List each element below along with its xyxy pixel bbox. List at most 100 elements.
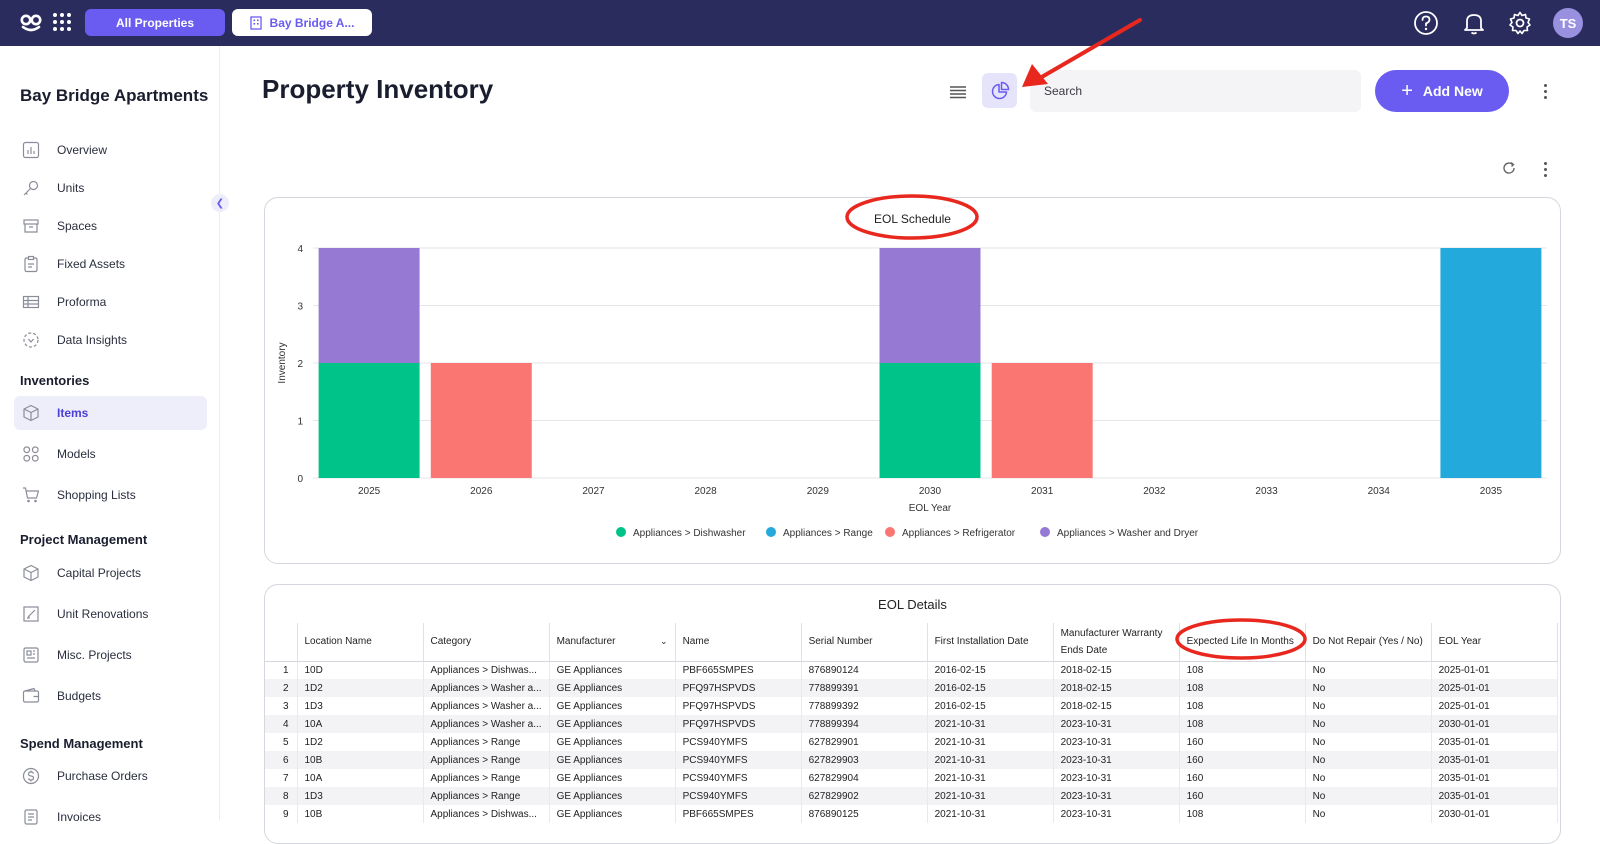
table-cell: Appliances > Range: [423, 733, 550, 751]
column-header[interactable]: First Installation Date: [927, 623, 1054, 662]
bar: [879, 363, 981, 478]
table-cell: 627829901: [801, 733, 928, 751]
column-header[interactable]: EOL Year: [1431, 623, 1558, 662]
table-row[interactable]: 7 10A Appliances > Range GE Appliances PCS94…: [265, 769, 1558, 787]
help-icon[interactable]: [1413, 10, 1439, 36]
column-header[interactable]: Do Not Repair (Yes / No): [1305, 623, 1432, 662]
company-logo-icon[interactable]: [20, 12, 42, 32]
x-tick-label: 2027: [582, 486, 605, 497]
table-cell: 2021-10-31: [927, 715, 1054, 733]
bar: [879, 248, 981, 363]
table-row[interactable]: 3 1D3 Appliances > Washer a... GE Appliance…: [265, 697, 1558, 715]
sidebar-item-shopping-lists[interactable]: Shopping Lists: [14, 478, 207, 512]
table-cell: 1D2: [297, 679, 424, 697]
chart-more-icon[interactable]: [1539, 159, 1551, 179]
page-title: Property Inventory: [262, 74, 494, 104]
sidebar-item-items[interactable]: Items: [14, 396, 207, 430]
row-index: 2: [265, 679, 298, 697]
sidebar-item-label: Unit Renovations: [57, 607, 149, 621]
sidebar-item-purchase-orders[interactable]: Purchase Orders: [14, 759, 207, 793]
table-cell: 2025-01-01: [1431, 661, 1558, 679]
page-more-icon[interactable]: [1539, 81, 1551, 101]
all-properties-tab[interactable]: All Properties: [85, 9, 225, 36]
legend-entry: Appliances > Washer and Dryer: [1057, 528, 1199, 539]
table-cell: 2021-10-31: [927, 787, 1054, 805]
cart-icon: [23, 487, 40, 503]
chart-view-button[interactable]: [982, 73, 1017, 108]
app-grid-icon[interactable]: [53, 13, 73, 33]
add-new-button[interactable]: + Add New: [1375, 70, 1509, 112]
eol-details-card: EOL Details Location Name Category Manuf…: [264, 584, 1561, 844]
sidebar-item-proforma[interactable]: Proforma: [14, 285, 207, 319]
property-name: Bay Bridge Apartments: [20, 86, 209, 105]
table-cell: 627829902: [801, 787, 928, 805]
gear-icon[interactable]: [1507, 10, 1533, 36]
table-row[interactable]: 8 1D3 Appliances > Range GE Appliances PCS94…: [265, 787, 1558, 805]
bell-icon[interactable]: [1461, 10, 1487, 36]
table-cell: PCS940YMFS: [675, 787, 802, 805]
table-cell: 108: [1179, 697, 1306, 715]
table-cell: Appliances > Washer a...: [423, 697, 550, 715]
sidebar-item-capital-projects[interactable]: Capital Projects: [14, 556, 207, 590]
sidebar-item-data-insights[interactable]: Data Insights: [14, 323, 207, 357]
table-cell: 2035-01-01: [1431, 751, 1558, 769]
user-avatar[interactable]: TS: [1553, 8, 1583, 38]
sidebar-item-misc-projects[interactable]: Misc. Projects: [14, 638, 207, 672]
search-input[interactable]: [1030, 70, 1361, 112]
sidebar-item-models[interactable]: Models: [14, 437, 207, 471]
insights-icon: [23, 332, 39, 348]
add-new-label: Add New: [1422, 83, 1483, 99]
table-cell: Appliances > Range: [423, 751, 550, 769]
column-header[interactable]: Name: [675, 623, 802, 662]
table-cell: PFQ97HSPVDS: [675, 697, 802, 715]
column-header[interactable]: Manufacturer ⌄: [549, 623, 676, 662]
list-view-icon[interactable]: [946, 80, 970, 104]
table-cell: PCS940YMFS: [675, 769, 802, 787]
x-tick-label: 2031: [1031, 486, 1054, 497]
table-cell: Appliances > Washer a...: [423, 679, 550, 697]
column-header[interactable]: Location Name: [297, 623, 424, 662]
refresh-icon[interactable]: [1501, 160, 1517, 176]
table-cell: GE Appliances: [549, 805, 676, 823]
table-cell: 2023-10-31: [1053, 715, 1180, 733]
sidebar-item-label: Misc. Projects: [57, 648, 132, 662]
sidebar-item-fixed-assets[interactable]: Fixed Assets: [14, 247, 207, 281]
table-cell: Appliances > Range: [423, 769, 550, 787]
table-cell: PBF665SMPES: [675, 805, 802, 823]
sidebar-item-invoices[interactable]: Invoices: [14, 800, 207, 834]
sidebar-item-unit-renovations[interactable]: Unit Renovations: [14, 597, 207, 631]
sidebar-item-label: Shopping Lists: [57, 488, 136, 502]
table-row[interactable]: 6 10B Appliances > Range GE Appliances PCS94…: [265, 751, 1558, 769]
row-index: 5: [265, 733, 298, 751]
x-tick-label: 2026: [470, 486, 493, 497]
sidebar-item-spaces[interactable]: Spaces: [14, 209, 207, 243]
chevron-down-icon[interactable]: ⌄: [660, 636, 668, 647]
table-row[interactable]: 2 1D2 Appliances > Washer a... GE Appliance…: [265, 679, 1558, 697]
bar: [318, 363, 420, 478]
column-header[interactable]: Expected Life In Months: [1179, 623, 1306, 662]
wallet-icon: [22, 687, 40, 703]
table-cell: 2021-10-31: [927, 769, 1054, 787]
sidebar-item-overview[interactable]: Overview: [14, 133, 207, 167]
legend-entry: Appliances > Dishwasher: [633, 528, 746, 539]
collapse-sidebar-button[interactable]: ❮: [211, 194, 229, 212]
sidebar-item-budgets[interactable]: Budgets: [14, 679, 207, 713]
table-row[interactable]: 9 10B Appliances > Dishwas... GE Appliances…: [265, 805, 1558, 823]
table-cell: 10A: [297, 715, 424, 733]
table-cell: No: [1305, 679, 1432, 697]
row-index: 9: [265, 805, 298, 823]
sidebar-item-units[interactable]: Units: [14, 171, 207, 205]
table-row[interactable]: 1 10D Appliances > Dishwas... GE Appliances…: [265, 661, 1558, 679]
y-axis-label: Inventory: [277, 342, 288, 383]
column-header[interactable]: Manufacturer Warranty Ends Date: [1053, 623, 1180, 662]
section-project-management: Project Management: [20, 532, 148, 547]
property-tab[interactable]: Bay Bridge A...: [232, 9, 372, 36]
column-header[interactable]: Serial Number: [801, 623, 928, 662]
top-bar: All Properties Bay Bridge A... TS: [0, 0, 1600, 46]
table-cell: 108: [1179, 715, 1306, 733]
table-row[interactable]: 5 1D2 Appliances > Range GE Appliances PCS94…: [265, 733, 1558, 751]
sidebar-item-label: Invoices: [57, 810, 102, 824]
table-row[interactable]: 4 10A Appliances > Washer a... GE Appliance…: [265, 715, 1558, 733]
table-cell: GE Appliances: [549, 697, 676, 715]
column-header[interactable]: Category: [423, 623, 550, 662]
